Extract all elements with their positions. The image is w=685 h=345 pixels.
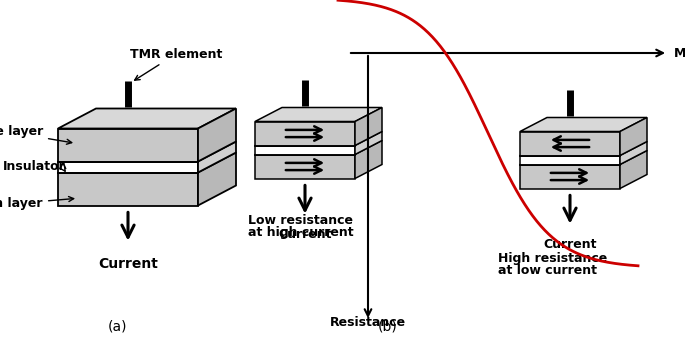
Polygon shape xyxy=(620,150,647,188)
Polygon shape xyxy=(520,156,620,165)
Polygon shape xyxy=(198,108,236,161)
Text: Free layer: Free layer xyxy=(0,125,72,144)
Text: (a): (a) xyxy=(108,319,127,333)
Polygon shape xyxy=(58,141,236,161)
Polygon shape xyxy=(255,155,355,178)
Text: Insulator: Insulator xyxy=(3,160,66,174)
Polygon shape xyxy=(520,165,620,188)
Polygon shape xyxy=(620,118,647,156)
Polygon shape xyxy=(58,172,198,206)
Polygon shape xyxy=(58,128,198,161)
Text: Current: Current xyxy=(278,228,332,242)
Polygon shape xyxy=(58,108,236,128)
Polygon shape xyxy=(198,152,236,206)
Text: TMR element: TMR element xyxy=(130,48,222,80)
Text: Low resistance: Low resistance xyxy=(248,214,353,227)
Polygon shape xyxy=(255,108,382,121)
Text: at low current: at low current xyxy=(498,264,597,277)
Text: Current: Current xyxy=(98,257,158,272)
Text: (b): (b) xyxy=(378,319,398,333)
Polygon shape xyxy=(255,121,355,146)
Polygon shape xyxy=(520,141,647,156)
Polygon shape xyxy=(255,140,382,155)
Text: Resistance: Resistance xyxy=(330,316,406,329)
Polygon shape xyxy=(355,131,382,155)
Text: at high current: at high current xyxy=(248,226,353,239)
Polygon shape xyxy=(255,146,355,155)
Text: Current: Current xyxy=(543,238,597,252)
Polygon shape xyxy=(255,131,382,146)
Text: Magnetic field: Magnetic field xyxy=(674,47,685,59)
Polygon shape xyxy=(58,161,198,172)
Polygon shape xyxy=(520,150,647,165)
Polygon shape xyxy=(520,131,620,156)
Polygon shape xyxy=(198,141,236,172)
Polygon shape xyxy=(58,152,236,172)
Polygon shape xyxy=(355,108,382,146)
Polygon shape xyxy=(520,118,647,131)
Text: High resistance: High resistance xyxy=(498,252,607,265)
Text: Pin layer: Pin layer xyxy=(0,197,74,210)
Polygon shape xyxy=(620,141,647,165)
Polygon shape xyxy=(355,140,382,178)
